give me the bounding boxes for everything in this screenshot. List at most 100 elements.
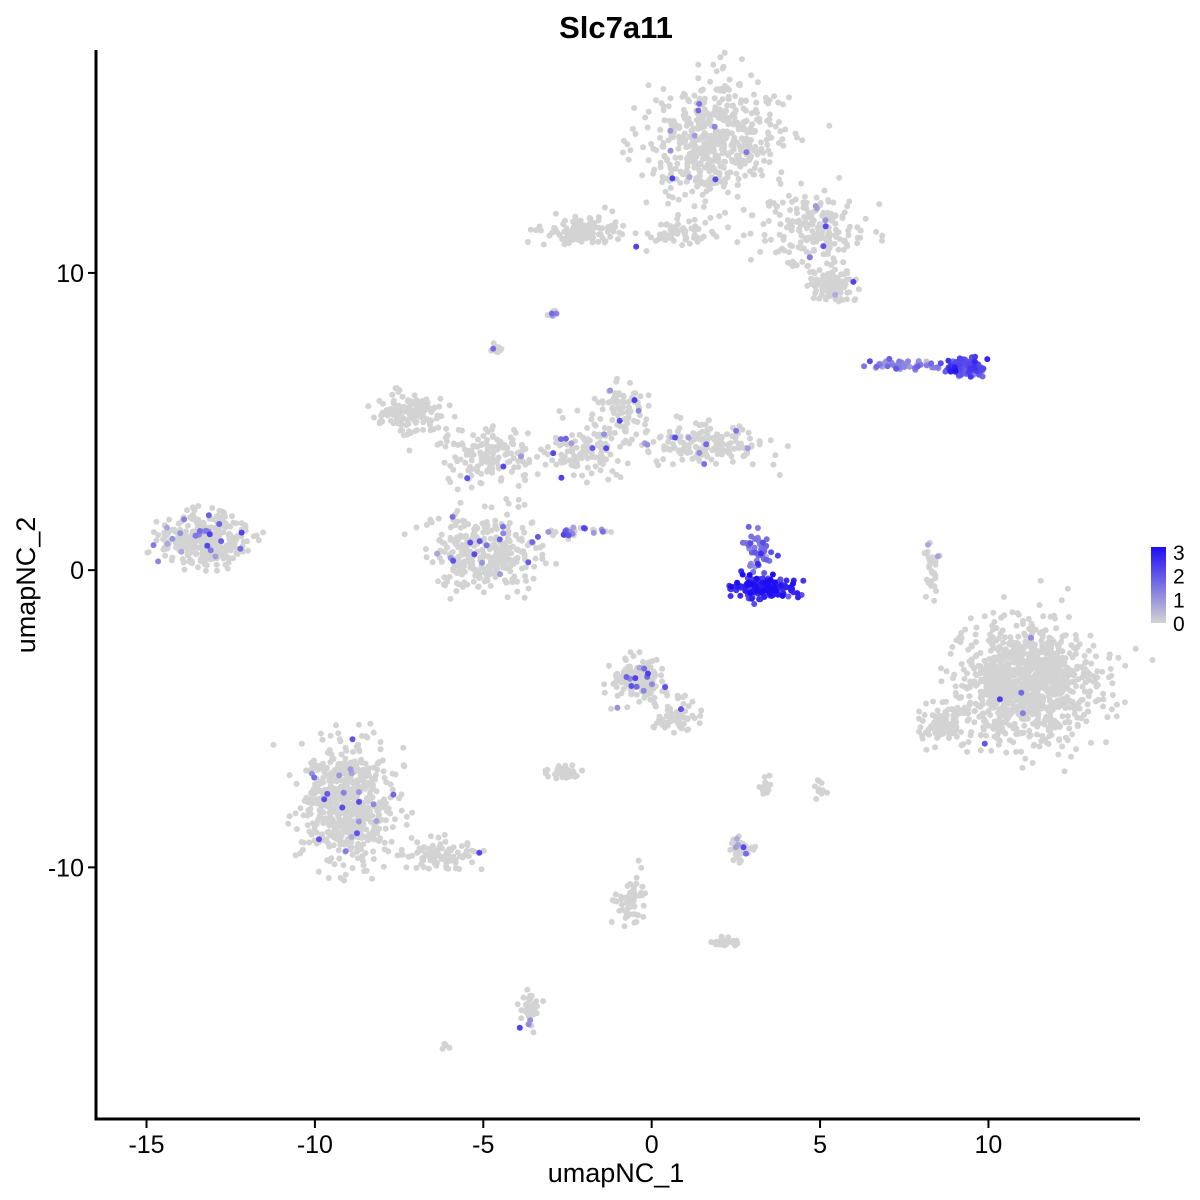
cell-point	[1025, 615, 1032, 622]
cell-point	[608, 705, 615, 712]
cell-point	[742, 97, 749, 104]
cell-point	[451, 413, 458, 420]
cell-point	[960, 666, 967, 673]
cell-point	[685, 703, 692, 710]
cell-point	[293, 826, 300, 833]
cell-point	[438, 853, 445, 860]
cell-point	[408, 835, 415, 841]
cell-point	[360, 862, 367, 869]
cell-point	[1058, 668, 1065, 675]
cell-point	[521, 594, 528, 601]
cell-point	[977, 650, 984, 656]
cell-point	[354, 843, 361, 850]
cell-point	[729, 458, 736, 465]
cell-point	[707, 117, 714, 124]
cell-point	[820, 251, 827, 258]
cell-point	[776, 212, 783, 218]
cell-point	[540, 241, 547, 248]
cell-point	[468, 449, 475, 456]
cell-point	[308, 790, 314, 797]
cell-point	[750, 91, 757, 98]
cell-point	[556, 408, 563, 415]
cell-point	[1044, 716, 1051, 723]
cell-point	[661, 446, 668, 453]
cell-point	[1058, 690, 1065, 697]
cell-point	[787, 207, 794, 213]
cell-point	[626, 892, 633, 899]
cell-point	[741, 452, 748, 459]
cell-point	[335, 847, 342, 854]
cell-point	[1002, 699, 1009, 706]
cell-point	[348, 823, 355, 830]
cell-point	[595, 231, 602, 238]
cell-point	[730, 857, 737, 864]
cell-point	[789, 243, 796, 250]
cell-point	[750, 846, 757, 853]
cell-point	[658, 221, 664, 228]
cell-point	[749, 121, 756, 128]
cell-point	[349, 800, 356, 807]
cell-point	[1132, 645, 1139, 652]
cell-point	[725, 939, 732, 946]
cell-point	[931, 597, 938, 604]
cell-point	[1019, 764, 1026, 771]
cell-point	[968, 642, 975, 649]
cell-point	[521, 529, 528, 536]
cell-point	[321, 837, 327, 844]
cell-point	[204, 542, 211, 549]
cell-point	[164, 524, 170, 531]
cell-point	[736, 82, 743, 89]
cell-point	[662, 684, 669, 691]
cell-point	[464, 842, 471, 849]
cell-point	[443, 438, 450, 445]
cell-point	[518, 1007, 525, 1014]
cell-point	[1039, 659, 1046, 666]
cell-point	[958, 661, 965, 667]
cell-point	[1073, 746, 1080, 753]
cell-point	[1122, 662, 1129, 669]
cell-point	[317, 730, 324, 737]
cell-point	[797, 239, 804, 246]
cell-point	[810, 295, 817, 302]
cell-point	[219, 508, 226, 515]
cell-point	[972, 707, 979, 714]
cell-point	[527, 226, 534, 233]
cell-point	[840, 246, 847, 253]
cell-point	[601, 425, 608, 431]
cell-point	[1107, 665, 1114, 672]
cell-point	[497, 571, 504, 578]
cell-point	[678, 138, 685, 145]
cell-point	[145, 549, 152, 556]
cell-point	[612, 219, 619, 226]
cell-point	[691, 92, 698, 99]
cell-point	[642, 890, 649, 897]
cell-point	[644, 427, 651, 434]
cell-point	[1031, 641, 1038, 648]
cell-point	[479, 559, 486, 566]
cell-point	[526, 459, 533, 466]
cell-point	[387, 417, 394, 424]
cell-point	[603, 445, 610, 452]
cell-point	[675, 721, 682, 728]
cell-point	[1074, 714, 1081, 721]
cell-point	[1059, 633, 1066, 640]
cell-point	[624, 460, 631, 467]
cell-point	[610, 408, 617, 415]
cell-point	[985, 722, 992, 729]
cell-point	[921, 550, 928, 557]
cell-point	[371, 836, 378, 843]
cell-point	[1026, 727, 1033, 734]
cell-point	[756, 115, 763, 122]
cell-point	[943, 698, 949, 705]
cell-point	[462, 459, 469, 466]
cell-point	[714, 86, 721, 93]
cell-point	[1113, 701, 1120, 708]
cell-point	[1081, 652, 1088, 659]
cell-point	[632, 675, 639, 682]
cell-point	[799, 258, 806, 265]
cell-point	[615, 236, 621, 243]
cell-point	[365, 765, 372, 772]
cell-point	[761, 157, 767, 164]
cell-point	[1073, 683, 1079, 690]
cell-point	[180, 559, 187, 566]
